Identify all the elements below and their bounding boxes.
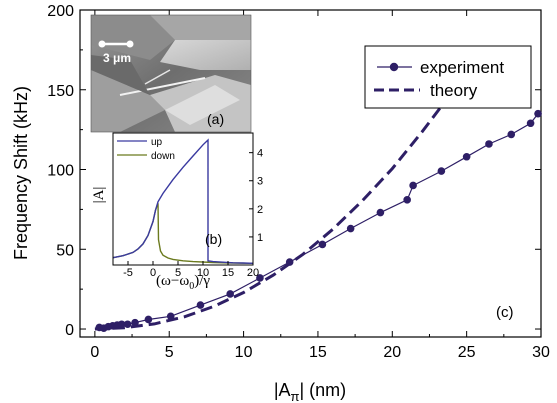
experiment-point — [318, 240, 327, 249]
y-tick-label: 150 — [47, 83, 74, 100]
panel-label-b: (b) — [205, 231, 222, 247]
inset-a-micrograph — [91, 15, 251, 132]
x-axis-label-sub: π — [291, 389, 300, 403]
y-tick-label: 100 — [47, 163, 74, 180]
experiment-point — [166, 312, 175, 321]
y-tick-label: 50 — [56, 242, 74, 259]
inset-curve-up — [112, 138, 254, 264]
experiment-point — [507, 130, 516, 139]
experiment-point — [117, 320, 126, 329]
x-tick-label: 0 — [90, 344, 99, 361]
experiment-point — [409, 181, 417, 190]
inset-x-axis-label-sub: 0 — [189, 281, 194, 292]
experiment-point — [534, 109, 542, 118]
inset-y-tick-label: 3 — [257, 176, 263, 188]
experiment-point — [144, 315, 153, 324]
inset-x-tick-label: 5 — [175, 267, 181, 279]
experiment-point — [376, 208, 385, 217]
y-tick-label: 200 — [47, 3, 74, 20]
legend-box — [364, 45, 532, 109]
y-axis-label: Frequency Shift (kHz) — [11, 86, 31, 260]
legend-theory-label: theory — [430, 81, 478, 100]
x-axis-label-unit: | (nm) — [300, 380, 347, 400]
inset-axis-ticks — [127, 152, 254, 265]
inset-x-tick-label: 20 — [247, 267, 259, 279]
main-plot-frame — [79, 9, 542, 338]
inset-y-tick-label: 1 — [257, 232, 263, 244]
panel-label-a: (a) — [207, 111, 224, 127]
scale-bar-label: 3 μm — [103, 51, 131, 65]
experiment-point — [485, 140, 493, 148]
inset-x-axis-label-base: (ω−ω — [156, 273, 189, 289]
experiment-point — [526, 119, 535, 128]
y-tick-label: 0 — [65, 322, 74, 339]
inset-x-tick-label: 0 — [150, 267, 156, 279]
inset-legend-up-label: up — [151, 137, 163, 148]
x-tick-label: 10 — [235, 344, 253, 361]
x-axis-label-base: |A — [274, 380, 291, 400]
inset-x-tick-label: 10 — [197, 267, 209, 279]
legend-experiment-marker — [389, 62, 399, 72]
x-tick-label: 30 — [532, 344, 550, 361]
legend: experiment theory — [364, 45, 532, 109]
main-axis-ticks — [80, 9, 542, 337]
x-tick-label: 25 — [458, 344, 476, 361]
experiment-point — [346, 224, 355, 233]
inset-b-frame — [112, 132, 254, 266]
main-data-series — [94, 63, 542, 333]
inset-legend-down-label: down — [151, 151, 175, 162]
x-tick-label: 15 — [309, 344, 327, 361]
inset-y-axis-label: |A| — [91, 187, 107, 204]
scale-bar — [98, 40, 134, 48]
inset-b-background — [113, 133, 253, 265]
legend-experiment-label: experiment — [420, 58, 504, 77]
experiment-point — [256, 274, 264, 282]
x-tick-label: 5 — [165, 344, 174, 361]
experiment-point — [285, 258, 294, 266]
experiment-point — [437, 167, 446, 175]
inset-legend: up down — [117, 137, 175, 162]
experiment-point — [131, 318, 139, 327]
inset-tick-labels: -5 0 5 10 15 20 1 2 3 4 — [123, 148, 263, 279]
experiment-point — [462, 152, 471, 161]
experiment-point — [226, 290, 234, 298]
inset-a-frame — [90, 14, 252, 133]
experiment-point — [123, 320, 132, 329]
inset-b-series — [112, 138, 254, 264]
inset-x-tick-label: -5 — [123, 267, 133, 279]
inset-y-tick-label: 2 — [257, 204, 263, 216]
inset-y-tick-label: 4 — [257, 148, 263, 160]
experiment-point — [196, 301, 205, 309]
inset-x-axis-label-tail: )/γ — [194, 273, 210, 289]
panel-label-c: (c) — [496, 304, 514, 321]
x-axis-label: |Aπ| (nm) — [274, 380, 346, 403]
experiment-point — [403, 196, 411, 204]
x-tick-label: 20 — [383, 344, 401, 361]
inset-x-tick-label: 15 — [222, 267, 234, 279]
inset-x-axis-label: (ω−ω0)/γ — [156, 273, 210, 292]
